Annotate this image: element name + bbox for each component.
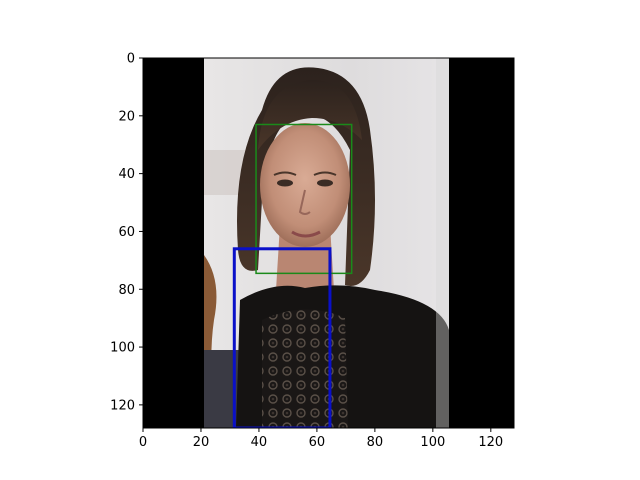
x-tick-label: 60 xyxy=(309,435,326,450)
y-tick-label: 80 xyxy=(118,283,135,298)
y-tick-label: 120 xyxy=(110,398,135,413)
y-tick-label: 40 xyxy=(118,167,135,182)
x-tick-label: 40 xyxy=(251,435,268,450)
x-tick-label: 0 xyxy=(139,435,147,450)
x-tick-label: 120 xyxy=(478,435,503,450)
green-face-box xyxy=(255,123,353,275)
y-tick-label: 100 xyxy=(110,341,135,356)
blue-box xyxy=(232,247,332,428)
x-tick-label: 100 xyxy=(420,435,445,450)
overlay-layer xyxy=(232,123,353,428)
x-axis: 0 20 40 60 80 100 120 xyxy=(139,428,503,450)
x-tick-label: 80 xyxy=(367,435,384,450)
y-tick-label: 0 xyxy=(127,52,135,67)
y-tick-label: 60 xyxy=(118,225,135,240)
y-tick-label: 20 xyxy=(118,109,135,124)
y-axis: 0 20 40 60 80 100 120 xyxy=(110,52,143,413)
x-tick-label: 20 xyxy=(193,435,210,450)
axes-frame xyxy=(142,57,515,429)
